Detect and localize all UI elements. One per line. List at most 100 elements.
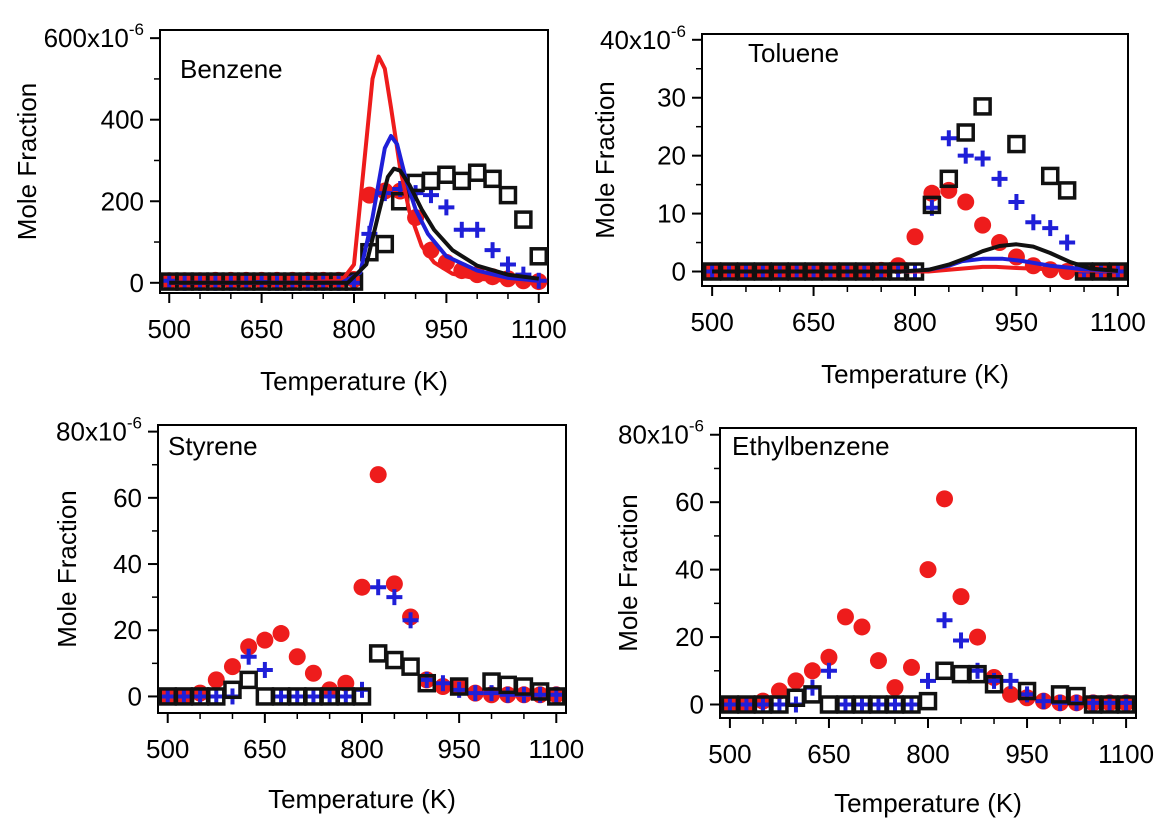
panel-title: Benzene	[180, 54, 283, 84]
data-point-plus	[957, 147, 974, 164]
panel-title: Toluene	[748, 38, 839, 68]
data-point-circle	[906, 228, 924, 246]
data-point-square	[973, 97, 992, 116]
y-tick-label: 10	[657, 199, 686, 229]
data-point-plus	[903, 696, 920, 713]
data-point-circle	[853, 618, 871, 636]
data-point-circle	[240, 638, 258, 656]
data-point-square	[452, 171, 472, 191]
data-point-circle	[304, 664, 322, 682]
data-point-plus	[289, 688, 306, 705]
data-point-circle	[803, 662, 821, 680]
model-curve	[169, 54, 539, 285]
data-point-plus	[721, 696, 738, 713]
data-point-plus	[771, 696, 788, 713]
model-curve	[169, 134, 539, 285]
y-tick-label: 80x10-6	[618, 417, 704, 450]
y-tick-label: 40x10-6	[600, 22, 686, 55]
plot-frame	[157, 424, 567, 714]
data-point-square	[529, 247, 548, 266]
data-point-square	[514, 210, 533, 229]
data-point-plus	[321, 688, 338, 705]
data-point-plus	[991, 170, 1008, 187]
panel-title: Ethylbenzene	[732, 431, 890, 461]
x-tick-label: 500	[148, 314, 191, 344]
data-point-plus	[1035, 693, 1052, 710]
y-tick-label: 60	[675, 487, 704, 517]
x-tick-label: 650	[240, 314, 283, 344]
x-tick-label: 800	[906, 739, 949, 769]
chart-panel-ethylbenzene: 500 650 800 950 1100 0 20 40 60 80x10-6 Temperatur…	[613, 417, 1154, 818]
data-point-circle	[869, 652, 887, 670]
data-point-circle	[886, 679, 904, 697]
data-point-plus	[754, 696, 771, 713]
data-point-square	[1040, 166, 1060, 186]
data-point-square	[401, 657, 420, 676]
data-point-plus	[240, 648, 257, 665]
x-tick-label: 950	[425, 314, 468, 344]
data-point-circle	[836, 608, 854, 626]
data-point-plus	[738, 696, 755, 713]
data-point-circle	[919, 561, 937, 579]
data-point-square	[255, 687, 275, 706]
data-point-square	[223, 680, 242, 700]
data-point-circle	[223, 658, 241, 676]
y-axis-label: Mole Fraction	[590, 81, 620, 239]
data-point-plus	[386, 589, 403, 606]
data-point-circle	[952, 588, 970, 606]
y-tick-label: 80x10-6	[56, 414, 142, 447]
data-point-plus	[940, 130, 957, 147]
data-point-circle	[1002, 685, 1020, 703]
data-point-plus	[337, 688, 354, 705]
data-point-plus	[453, 221, 470, 238]
y-tick-label: 40	[113, 549, 142, 579]
y-tick-label: 40	[675, 555, 704, 585]
data-point-circle	[353, 578, 371, 596]
data-point-square	[1017, 681, 1037, 701]
data-point-square	[352, 687, 372, 706]
x-tick-label: 650	[243, 734, 286, 764]
y-tick-label: 30	[657, 83, 686, 113]
data-point-square	[939, 169, 959, 189]
data-point-plus	[1008, 194, 1025, 210]
data-point-square	[467, 163, 487, 182]
x-tick-label: 950	[1005, 739, 1048, 769]
x-tick-label: 800	[340, 734, 383, 764]
y-axis-label: Mole Fraction	[52, 490, 82, 648]
y-tick-label: 60	[113, 483, 142, 513]
data-point-square	[483, 169, 502, 189]
x-tick-label: 1100	[511, 314, 567, 344]
plot-frame	[701, 33, 1129, 287]
data-point-circle	[385, 575, 403, 593]
y-tick-label: 20	[113, 615, 142, 645]
x-tick-label: 500	[690, 307, 733, 337]
model-curve	[169, 166, 540, 285]
data-point-square	[368, 644, 388, 663]
model-curve	[712, 242, 1119, 274]
data-point-plus	[820, 662, 837, 679]
data-point-plus	[953, 632, 970, 649]
data-point-square	[956, 123, 975, 142]
chart-panel-toluene: 500 650 800 950 1100 0 10 20 30 40x10-6 Temperatur…	[590, 22, 1146, 389]
data-point-square	[922, 195, 942, 215]
data-point-square	[547, 687, 566, 706]
y-tick-label: 600x10-6	[44, 20, 144, 53]
x-axis-label: Temperature (K)	[834, 788, 1022, 818]
x-tick-label: 800	[332, 314, 375, 344]
data-point-plus	[434, 675, 451, 692]
y-axis-label: Mole Fraction	[613, 494, 643, 652]
y-tick-exponent: -6	[671, 22, 686, 41]
data-point-plus	[467, 685, 484, 702]
data-point-plus	[438, 199, 455, 216]
x-tick-label: 950	[995, 307, 1038, 337]
y-axis-label: Mole Fraction	[12, 83, 42, 241]
y-tick-label: 0	[690, 690, 704, 720]
data-point-circle	[936, 490, 954, 508]
data-point-circle	[272, 625, 290, 643]
x-tick-label: 1100	[528, 734, 584, 764]
y-tick-label: 200	[101, 186, 144, 216]
data-point-plus	[936, 612, 953, 629]
data-point-square	[421, 171, 441, 191]
y-tick-label: 20	[657, 141, 686, 171]
